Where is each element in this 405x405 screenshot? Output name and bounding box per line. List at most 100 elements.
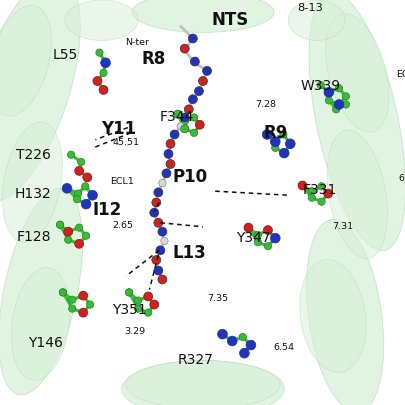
Circle shape xyxy=(64,228,72,235)
Circle shape xyxy=(243,223,252,232)
Circle shape xyxy=(82,232,90,239)
Circle shape xyxy=(180,113,189,122)
Ellipse shape xyxy=(2,122,62,242)
Text: 7.31: 7.31 xyxy=(331,222,352,231)
Circle shape xyxy=(180,44,189,53)
Circle shape xyxy=(341,93,349,100)
Circle shape xyxy=(341,101,349,108)
Ellipse shape xyxy=(326,130,386,258)
Circle shape xyxy=(149,300,158,309)
Circle shape xyxy=(173,110,181,118)
Text: R327: R327 xyxy=(177,353,213,367)
Circle shape xyxy=(74,190,81,197)
Circle shape xyxy=(323,87,333,97)
Circle shape xyxy=(134,305,141,312)
Circle shape xyxy=(174,111,181,118)
Circle shape xyxy=(195,120,204,129)
Circle shape xyxy=(150,301,158,308)
Circle shape xyxy=(158,227,166,236)
Circle shape xyxy=(202,66,211,75)
Circle shape xyxy=(227,336,237,346)
Circle shape xyxy=(134,297,141,304)
Circle shape xyxy=(158,179,166,187)
Circle shape xyxy=(75,167,83,175)
Circle shape xyxy=(324,190,331,197)
Circle shape xyxy=(79,291,87,300)
Text: T226: T226 xyxy=(16,148,51,162)
Ellipse shape xyxy=(299,260,365,372)
Circle shape xyxy=(62,183,72,193)
Text: L13: L13 xyxy=(172,244,206,262)
Text: P10: P10 xyxy=(172,168,207,186)
Circle shape xyxy=(324,97,332,104)
Circle shape xyxy=(79,308,87,317)
Text: 8-13: 8-13 xyxy=(297,3,323,13)
Circle shape xyxy=(323,189,332,198)
Circle shape xyxy=(317,183,324,190)
Circle shape xyxy=(153,218,162,227)
Text: NTS: NTS xyxy=(211,11,248,29)
Circle shape xyxy=(162,169,171,178)
Circle shape xyxy=(89,192,96,199)
Ellipse shape xyxy=(65,0,138,40)
Circle shape xyxy=(286,140,293,147)
Circle shape xyxy=(144,309,151,316)
Text: H132: H132 xyxy=(14,187,51,200)
Circle shape xyxy=(75,240,83,247)
Text: Y351: Y351 xyxy=(111,303,146,317)
Text: I12: I12 xyxy=(92,201,122,219)
Circle shape xyxy=(153,266,162,275)
Circle shape xyxy=(64,227,72,236)
Circle shape xyxy=(174,111,181,118)
Text: 3.29: 3.29 xyxy=(124,327,145,336)
Text: ECL3: ECL3 xyxy=(395,70,405,79)
Ellipse shape xyxy=(306,220,383,405)
Ellipse shape xyxy=(308,0,405,251)
Circle shape xyxy=(324,89,332,96)
Circle shape xyxy=(64,236,72,243)
Circle shape xyxy=(75,239,83,248)
Circle shape xyxy=(298,182,305,189)
Circle shape xyxy=(164,149,173,158)
Circle shape xyxy=(125,289,132,296)
Circle shape xyxy=(333,100,343,109)
Ellipse shape xyxy=(0,188,82,395)
Circle shape xyxy=(307,188,315,195)
Circle shape xyxy=(254,239,261,246)
Text: N-ter: N-ter xyxy=(125,38,149,47)
Circle shape xyxy=(181,125,188,132)
Circle shape xyxy=(63,185,70,192)
Circle shape xyxy=(158,275,166,284)
Circle shape xyxy=(59,289,66,296)
Circle shape xyxy=(218,330,226,338)
Circle shape xyxy=(317,198,324,205)
Circle shape xyxy=(86,301,94,308)
Circle shape xyxy=(83,173,92,182)
Ellipse shape xyxy=(11,268,70,380)
Circle shape xyxy=(264,226,271,234)
Circle shape xyxy=(181,118,188,125)
Circle shape xyxy=(160,237,168,245)
Circle shape xyxy=(184,105,193,114)
Circle shape xyxy=(190,114,197,121)
Text: R9: R9 xyxy=(262,124,287,142)
Circle shape xyxy=(170,130,179,139)
Circle shape xyxy=(56,221,64,228)
Circle shape xyxy=(297,181,306,190)
Circle shape xyxy=(100,58,110,68)
Circle shape xyxy=(285,139,294,149)
Circle shape xyxy=(228,337,235,345)
Text: F331: F331 xyxy=(302,183,336,197)
Circle shape xyxy=(198,77,207,85)
Circle shape xyxy=(59,289,66,296)
Circle shape xyxy=(96,49,103,56)
Circle shape xyxy=(166,139,175,148)
Text: Y11: Y11 xyxy=(100,120,136,138)
Ellipse shape xyxy=(0,6,51,116)
Text: L55: L55 xyxy=(53,48,78,62)
Text: 7.35: 7.35 xyxy=(207,294,228,303)
Circle shape xyxy=(271,144,278,151)
Circle shape xyxy=(271,234,278,242)
Circle shape xyxy=(244,224,252,231)
Circle shape xyxy=(143,292,152,301)
